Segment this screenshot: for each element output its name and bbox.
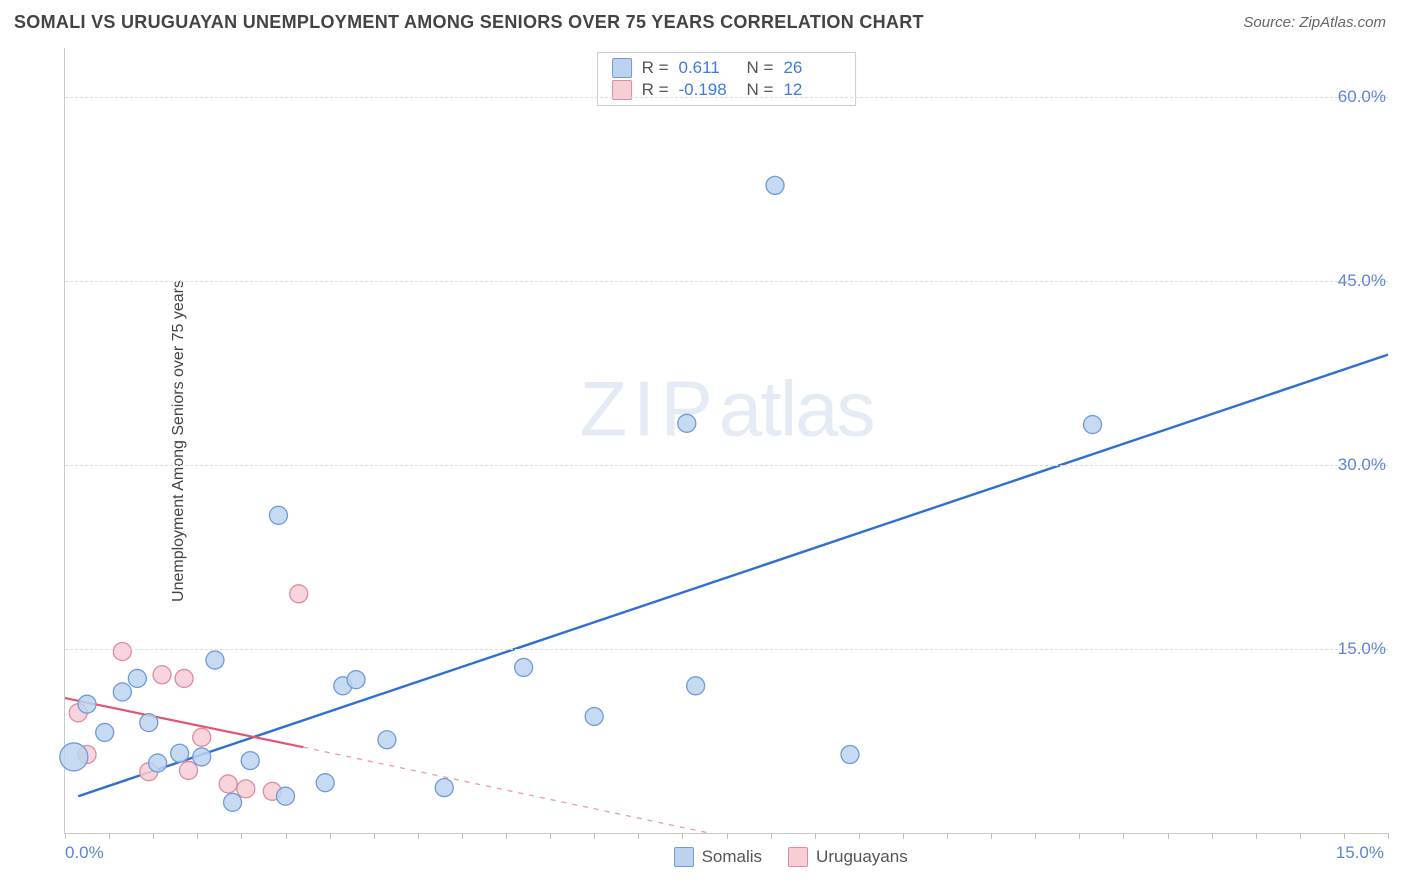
data-point: [515, 658, 533, 676]
plot-region: ZIPatlas R = 0.611 N = 26 R = -0.198 N =…: [64, 48, 1388, 834]
chart-area: Unemployment Among Seniors over 75 years…: [50, 48, 1388, 834]
x-tick-min: 0.0%: [65, 843, 104, 863]
x-tick-max: 15.0%: [1336, 843, 1384, 863]
data-point: [219, 775, 237, 793]
source-credit: Source: ZipAtlas.com: [1243, 14, 1386, 31]
chart-title: SOMALI VS URUGUAYAN UNEMPLOYMENT AMONG S…: [14, 12, 924, 33]
data-point: [193, 728, 211, 746]
y-tick-label: 45.0%: [1332, 271, 1392, 291]
data-point: [175, 669, 193, 687]
data-point: [277, 787, 295, 805]
data-point: [206, 651, 224, 669]
data-point: [60, 743, 88, 771]
data-point: [841, 746, 859, 764]
data-point: [766, 176, 784, 194]
data-point: [678, 414, 696, 432]
data-point: [269, 506, 287, 524]
chart-header: SOMALI VS URUGUAYAN UNEMPLOYMENT AMONG S…: [0, 0, 1406, 39]
data-point: [149, 754, 167, 772]
legend-swatch-somalis: [674, 847, 694, 867]
data-point: [585, 707, 603, 725]
plot-svg: [65, 48, 1388, 833]
y-tick-label: 30.0%: [1332, 455, 1392, 475]
data-point: [687, 677, 705, 695]
data-point: [140, 714, 158, 732]
data-point: [237, 780, 255, 798]
data-point: [224, 793, 242, 811]
legend-swatch-uruguayans: [788, 847, 808, 867]
data-point: [78, 695, 96, 713]
data-point: [113, 642, 131, 660]
y-tick-label: 15.0%: [1332, 639, 1392, 659]
data-point: [96, 723, 114, 741]
series-legend: Somalis Uruguayans: [674, 847, 908, 867]
legend-item-somalis: Somalis: [674, 847, 762, 867]
data-point: [128, 669, 146, 687]
data-point: [290, 585, 308, 603]
y-tick-label: 60.0%: [1332, 87, 1392, 107]
data-point: [153, 666, 171, 684]
data-point: [378, 731, 396, 749]
data-point: [179, 761, 197, 779]
data-point: [193, 748, 211, 766]
data-point: [1084, 416, 1102, 434]
x-axis-minor-ticks: [65, 833, 1388, 839]
data-point: [113, 683, 131, 701]
data-point: [316, 774, 334, 792]
trend-line-somalis: [78, 355, 1388, 797]
data-point: [171, 744, 189, 762]
data-point: [241, 752, 259, 770]
trend-line-uruguayans-ext: [303, 747, 709, 833]
data-point: [347, 671, 365, 689]
data-point: [435, 779, 453, 797]
legend-item-uruguayans: Uruguayans: [788, 847, 908, 867]
